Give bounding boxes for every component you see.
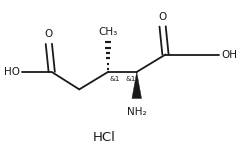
Text: &1: &1: [109, 76, 120, 82]
Text: CH₃: CH₃: [98, 27, 118, 37]
Text: OH: OH: [221, 50, 237, 60]
Text: O: O: [159, 12, 167, 22]
Text: HO: HO: [4, 67, 20, 77]
Text: NH₂: NH₂: [127, 107, 147, 117]
Text: O: O: [45, 29, 53, 39]
Polygon shape: [132, 72, 142, 99]
Text: &1: &1: [125, 76, 136, 82]
Text: HCl: HCl: [93, 131, 116, 144]
